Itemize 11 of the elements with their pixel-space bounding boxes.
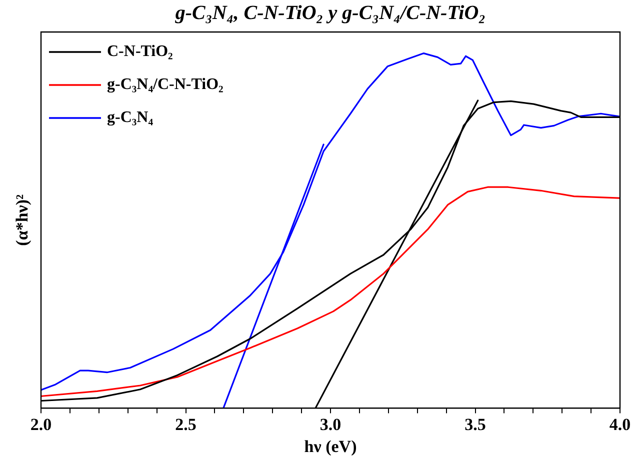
x-axis-title: hν (eV) bbox=[304, 437, 357, 456]
legend-label: C-N-TiO₂ bbox=[107, 43, 174, 60]
x-tick-label: 3.5 bbox=[464, 414, 486, 434]
x-tick-label: 3.0 bbox=[320, 414, 342, 434]
legend-label: g-C₃N₄/C-N-TiO₂ bbox=[107, 76, 224, 94]
x-tick-label: 2.5 bbox=[175, 414, 196, 434]
x-tick-label: 2.0 bbox=[30, 414, 52, 434]
legend-label: g-C₃N₄ bbox=[107, 109, 154, 126]
chart-title: g-C₃N₄, C-N-TiO₂ y g-C₃N₄/C-N-TiO₂ bbox=[174, 2, 486, 24]
x-tick-label: 4.0 bbox=[609, 414, 631, 434]
y-axis-title: (α*hν)² bbox=[12, 194, 32, 246]
